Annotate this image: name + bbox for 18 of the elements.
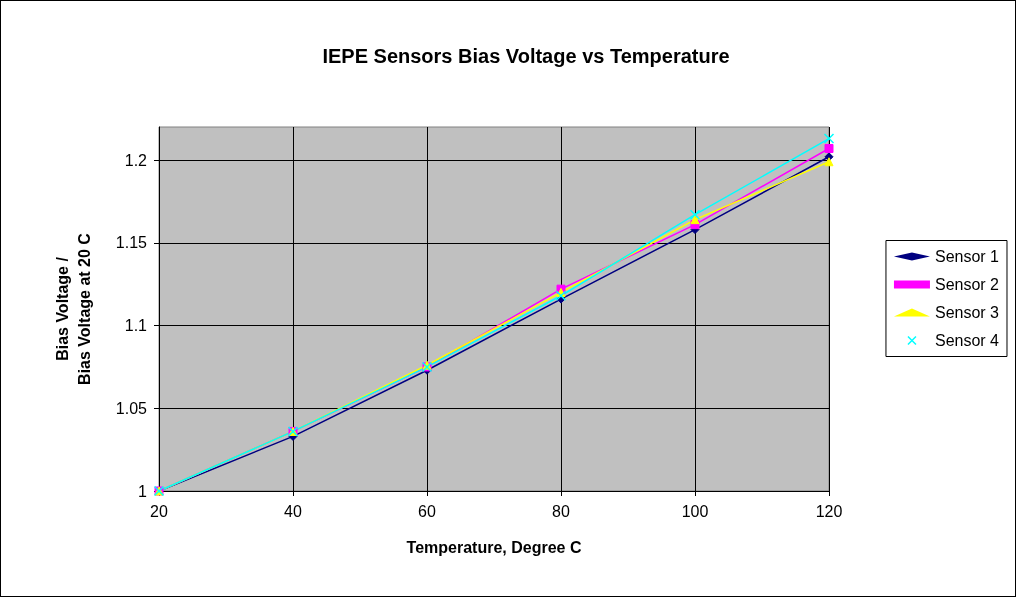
x-tick-label: 40 (284, 502, 302, 520)
x-tick-label: 120 (815, 502, 843, 520)
y-tick-label: 1.05 (115, 399, 148, 417)
legend-label: Sensor 4 (934, 332, 1000, 349)
y-tick-label: 1.15 (115, 234, 148, 252)
legend-label: Sensor 2 (934, 276, 1000, 293)
x-tick-label: 100 (681, 502, 709, 520)
legend-label: Sensor 1 (934, 248, 1000, 265)
y-tick-label: 1.2 (124, 151, 148, 169)
x-axis-title: Temperature, Degree C (406, 538, 582, 556)
chart-title: IEPE Sensors Bias Voltage vs Temperature (322, 45, 730, 67)
y-tick-label: 1 (138, 482, 148, 500)
y-axis-title: Bias Voltage / Bias Voltage at 20 C (53, 232, 93, 385)
x-tick-label: 60 (418, 502, 436, 520)
y-tick-label: 1.1 (124, 317, 148, 335)
x-tick-label: 80 (552, 502, 570, 520)
x-tick-label: 20 (150, 502, 168, 520)
legend-label: Sensor 3 (934, 304, 1000, 321)
